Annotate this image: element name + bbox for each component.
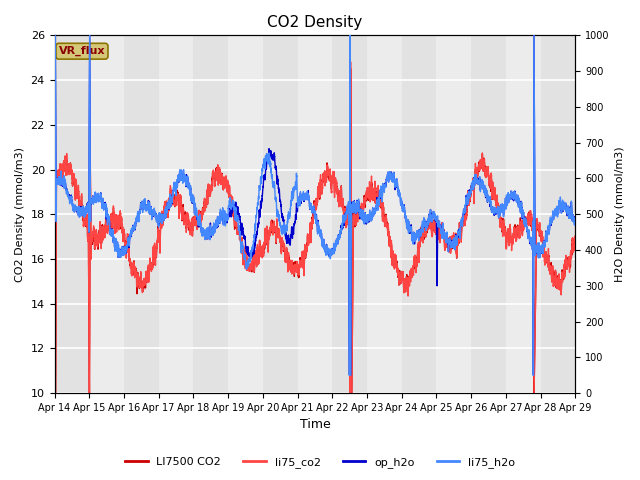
Bar [332,36,367,393]
Bar [124,36,159,393]
X-axis label: Time: Time [300,419,330,432]
Bar [159,36,193,393]
Bar [402,36,436,393]
Title: CO2 Density: CO2 Density [268,15,362,30]
Text: VR_flux: VR_flux [59,46,105,56]
Bar [228,36,263,393]
Bar [193,36,228,393]
Y-axis label: H2O Density (mmol/m3): H2O Density (mmol/m3) [615,146,625,282]
Legend: LI7500 CO2, li75_co2, op_h2o, li75_h2o: LI7500 CO2, li75_co2, op_h2o, li75_h2o [121,452,519,472]
Y-axis label: CO2 Density (mmol/m3): CO2 Density (mmol/m3) [15,147,25,282]
Bar [263,36,298,393]
Bar [471,36,506,393]
Bar [54,36,89,393]
Bar [89,36,124,393]
Bar [541,36,575,393]
Bar [367,36,402,393]
Bar [436,36,471,393]
Bar [298,36,332,393]
Bar [506,36,541,393]
